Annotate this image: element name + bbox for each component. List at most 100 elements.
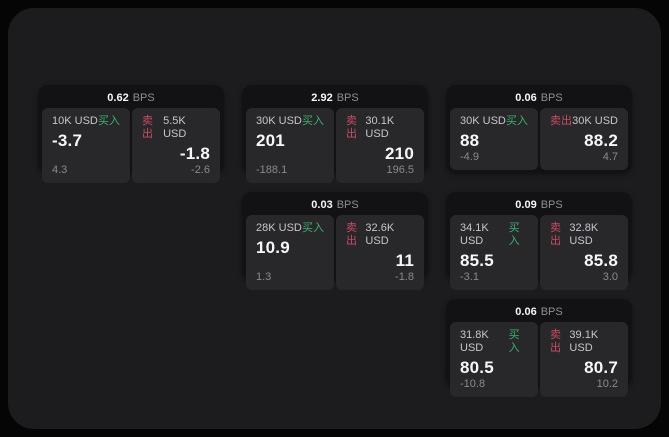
sell-side-label: 卖出 [346, 115, 357, 140]
sell-size-label: 30K USD [572, 115, 618, 127]
sell-side-label: 卖出 [550, 329, 561, 354]
bps-suffix-label: BPS [132, 92, 155, 104]
sell-side-label: 卖出 [550, 222, 561, 247]
sell-side-label: 卖出 [346, 222, 357, 247]
buy-tile-header: 34.1K USD 买入 [460, 222, 528, 248]
sell-price-value: 210 [385, 144, 414, 163]
buy-delta-value: -10.8 [460, 378, 486, 390]
quotes-panel: 0.62 BPS 10K USD 买入 -3.7 4.3 卖出 5.5K USD… [8, 8, 661, 429]
buy-tile-header: 31.8K USD 买入 [460, 329, 528, 355]
buy-delta-value: -3.1 [460, 271, 479, 283]
buy-price-value: 201 [256, 131, 285, 150]
sell-price-value: 85.8 [584, 251, 618, 270]
buy-delta-value: -188.1 [256, 164, 288, 176]
quote-tiles: 30K USD 买入 201 -188.1 卖出 30.1K USD 210 1… [246, 108, 424, 183]
buy-tile[interactable]: 10K USD 买入 -3.7 4.3 [42, 108, 130, 183]
quote-tiles: 31.8K USD 买入 80.5 -10.8 卖出 39.1K USD 80.… [450, 322, 628, 397]
buy-price-value: 85.5 [460, 251, 494, 270]
buy-size-label: 10K USD [52, 115, 98, 127]
bps-quote-card: 0.06 BPS 30K USD 买入 88 -4.9 卖出 30K USD 8… [446, 85, 632, 172]
sell-size-label: 32.6K USD [365, 222, 395, 247]
bps-quote-card: 2.92 BPS 30K USD 买入 201 -188.1 卖出 30.1K … [242, 85, 428, 183]
sell-delta-value: 10.2 [596, 378, 618, 390]
buy-tile-header: 30K USD 买入 [256, 115, 324, 128]
buy-side-label: 买入 [302, 115, 324, 127]
buy-side-label: 买入 [506, 115, 528, 127]
card-header: 0.09 BPS [450, 196, 628, 215]
sell-delta-value: -2.6 [191, 164, 210, 176]
buy-delta-value: -4.9 [460, 151, 479, 163]
buy-price-value: 88 [460, 131, 480, 150]
buy-delta-value: 4.3 [52, 164, 68, 176]
sell-tile-header: 卖出 39.1K USD [550, 329, 618, 355]
card-header: 0.03 BPS [246, 196, 424, 215]
sell-side-label: 卖出 [550, 115, 572, 127]
buy-tile-header: 30K USD 买入 [460, 115, 528, 128]
sell-size-label: 39.1K USD [569, 329, 599, 354]
sell-size-label: 32.8K USD [569, 222, 599, 247]
sell-size-label: 5.5K USD [163, 115, 187, 140]
buy-size-label: 31.8K USD [460, 329, 489, 354]
buy-size-label: 28K USD [256, 222, 302, 234]
bps-value: 2.92 [311, 92, 333, 104]
buy-tile[interactable]: 34.1K USD 买入 85.5 -3.1 [450, 215, 538, 290]
sell-delta-value: 196.5 [386, 164, 414, 176]
buy-side-label: 买入 [302, 222, 324, 234]
sell-price-value: 80.7 [584, 358, 618, 377]
buy-delta-value: 1.3 [256, 271, 272, 283]
card-header: 2.92 BPS [246, 89, 424, 108]
sell-price-value: 88.2 [584, 131, 618, 150]
buy-tile[interactable]: 28K USD 买入 10.9 1.3 [246, 215, 334, 290]
sell-tile[interactable]: 卖出 5.5K USD -1.8 -2.6 [132, 108, 220, 183]
buy-size-label: 30K USD [460, 115, 506, 127]
buy-price-value: -3.7 [52, 131, 83, 150]
buy-side-label: 买入 [508, 329, 520, 354]
sell-tile[interactable]: 卖出 39.1K USD 80.7 10.2 [540, 322, 628, 397]
sell-size-label: 30.1K USD [365, 115, 395, 140]
bps-suffix-label: BPS [540, 92, 563, 104]
buy-price-value: 10.9 [256, 238, 290, 257]
sell-delta-value: 3.0 [602, 271, 618, 283]
bps-value: 0.06 [515, 306, 537, 318]
bps-suffix-label: BPS [336, 92, 359, 104]
sell-price-value: -1.8 [179, 144, 210, 163]
bps-quote-card: 0.03 BPS 28K USD 买入 10.9 1.3 卖出 32.6K US… [242, 192, 428, 290]
sell-side-label: 卖出 [142, 115, 153, 140]
bps-value: 0.06 [515, 92, 537, 104]
sell-tile-header: 卖出 32.6K USD [346, 222, 414, 248]
bps-value: 0.03 [311, 199, 333, 211]
sell-tile-header: 卖出 30K USD [550, 115, 618, 128]
quote-tiles: 34.1K USD 买入 85.5 -3.1 卖出 32.8K USD 85.8… [450, 215, 628, 290]
sell-tile[interactable]: 卖出 32.6K USD 11 -1.8 [336, 215, 424, 290]
sell-tile[interactable]: 卖出 30.1K USD 210 196.5 [336, 108, 424, 183]
buy-tile[interactable]: 30K USD 买入 88 -4.9 [450, 108, 538, 170]
sell-tile[interactable]: 卖出 32.8K USD 85.8 3.0 [540, 215, 628, 290]
quote-cards-grid: 0.62 BPS 10K USD 买入 -3.7 4.3 卖出 5.5K USD… [38, 85, 632, 397]
bps-quote-card: 0.09 BPS 34.1K USD 买入 85.5 -3.1 卖出 32.8K… [446, 192, 632, 290]
bps-quote-card: 0.06 BPS 31.8K USD 买入 80.5 -10.8 卖出 39.1… [446, 299, 632, 397]
buy-side-label: 买入 [98, 115, 120, 127]
sell-tile-header: 卖出 30.1K USD [346, 115, 414, 141]
card-header: 0.06 BPS [450, 89, 628, 108]
bps-quote-card: 0.62 BPS 10K USD 买入 -3.7 4.3 卖出 5.5K USD… [38, 85, 224, 183]
bps-value: 0.09 [515, 199, 537, 211]
buy-tile[interactable]: 31.8K USD 买入 80.5 -10.8 [450, 322, 538, 397]
quote-tiles: 30K USD 买入 88 -4.9 卖出 30K USD 88.2 4.7 [450, 108, 628, 170]
card-header: 0.62 BPS [42, 89, 220, 108]
bps-value: 0.62 [107, 92, 129, 104]
buy-tile-header: 10K USD 买入 [52, 115, 120, 128]
bps-suffix-label: BPS [540, 199, 563, 211]
quote-tiles: 28K USD 买入 10.9 1.3 卖出 32.6K USD 11 -1.8 [246, 215, 424, 290]
sell-tile[interactable]: 卖出 30K USD 88.2 4.7 [540, 108, 628, 170]
bps-suffix-label: BPS [336, 199, 359, 211]
sell-price-value: 11 [395, 251, 414, 270]
sell-tile-header: 卖出 32.8K USD [550, 222, 618, 248]
buy-size-label: 30K USD [256, 115, 302, 127]
buy-side-label: 买入 [508, 222, 520, 247]
quote-tiles: 10K USD 买入 -3.7 4.3 卖出 5.5K USD -1.8 -2.… [42, 108, 220, 183]
buy-tile[interactable]: 30K USD 买入 201 -188.1 [246, 108, 334, 183]
buy-size-label: 34.1K USD [460, 222, 489, 247]
sell-delta-value: -1.8 [395, 271, 414, 283]
buy-price-value: 80.5 [460, 358, 494, 377]
bps-suffix-label: BPS [540, 306, 563, 318]
